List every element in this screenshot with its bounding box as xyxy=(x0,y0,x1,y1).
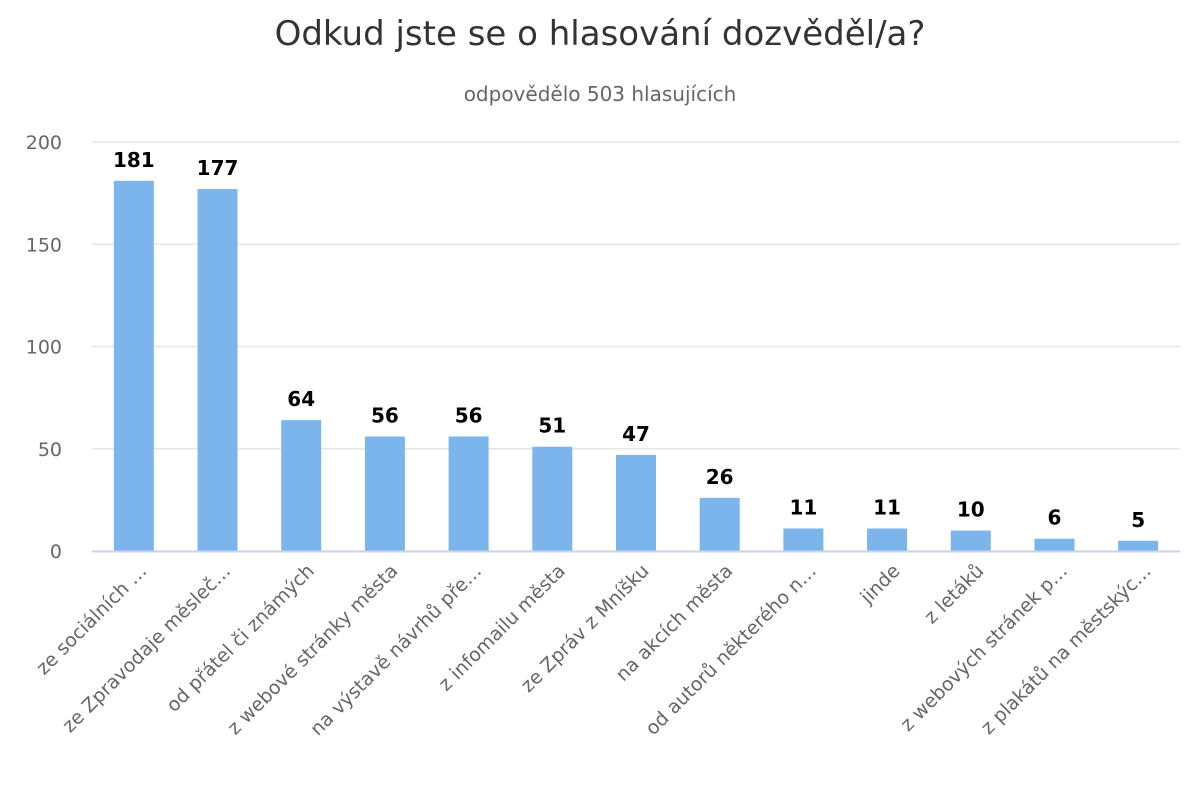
data-label: 56 xyxy=(455,403,483,427)
data-label: 5 xyxy=(1131,508,1145,532)
data-label: 64 xyxy=(287,387,315,411)
chart-subtitle: odpovědělo 503 hlasujících xyxy=(463,82,737,106)
data-label: 11 xyxy=(873,496,901,520)
data-label: 51 xyxy=(538,414,566,438)
bar[interactable] xyxy=(783,528,824,551)
x-tick-label: od autorů některého n… xyxy=(641,560,821,740)
x-tick-label: z letáků xyxy=(920,560,988,628)
x-tick-label: z webových stránek p… xyxy=(896,560,1072,736)
data-label: 177 xyxy=(197,156,239,180)
bar[interactable] xyxy=(448,436,489,551)
bar[interactable] xyxy=(1118,540,1159,551)
x-axis-ticks: ze sociálních …ze Zpravodaje měsleč…od p… xyxy=(32,560,1156,740)
bar[interactable] xyxy=(867,528,908,551)
data-label: 10 xyxy=(957,498,985,522)
data-label: 11 xyxy=(789,496,817,520)
bar[interactable] xyxy=(950,530,991,551)
y-tick-label: 200 xyxy=(26,132,62,154)
chart-title: Odkud jste se o hlasování dozvěděl/a? xyxy=(274,14,926,54)
bar[interactable] xyxy=(113,180,154,552)
bar[interactable] xyxy=(197,189,238,551)
y-tick-label: 150 xyxy=(26,234,62,256)
data-label: 26 xyxy=(706,465,734,489)
bar[interactable] xyxy=(364,436,405,551)
data-label: 181 xyxy=(113,148,155,172)
x-tick-label: ze Zpravodaje měsleč… xyxy=(58,560,235,737)
y-tick-label: 0 xyxy=(50,541,62,563)
data-label: 47 xyxy=(622,422,650,446)
x-tick-label: z webové stránky města xyxy=(223,560,402,739)
y-axis-ticks: 0 50 100 150 200 xyxy=(26,132,62,563)
x-tick-label: z plakátů na městskýc… xyxy=(977,560,1156,739)
y-tick-label: 50 xyxy=(38,439,62,461)
bar[interactable] xyxy=(532,446,573,551)
bars xyxy=(113,180,1159,552)
y-tick-label: 100 xyxy=(26,337,62,359)
data-label: 6 xyxy=(1048,506,1062,530)
bar[interactable] xyxy=(281,420,322,551)
bar[interactable] xyxy=(699,497,740,551)
x-tick-label: na výstavě návrhů pře… xyxy=(306,560,486,740)
x-tick-label: od přátel či známých xyxy=(162,560,319,717)
data-labels: 181 177 64 56 56 51 47 26 11 11 10 6 5 xyxy=(113,148,1145,532)
x-tick-label: jinde xyxy=(856,560,905,609)
bar[interactable] xyxy=(616,454,656,551)
data-label: 56 xyxy=(371,403,399,427)
bar[interactable] xyxy=(1034,538,1075,551)
